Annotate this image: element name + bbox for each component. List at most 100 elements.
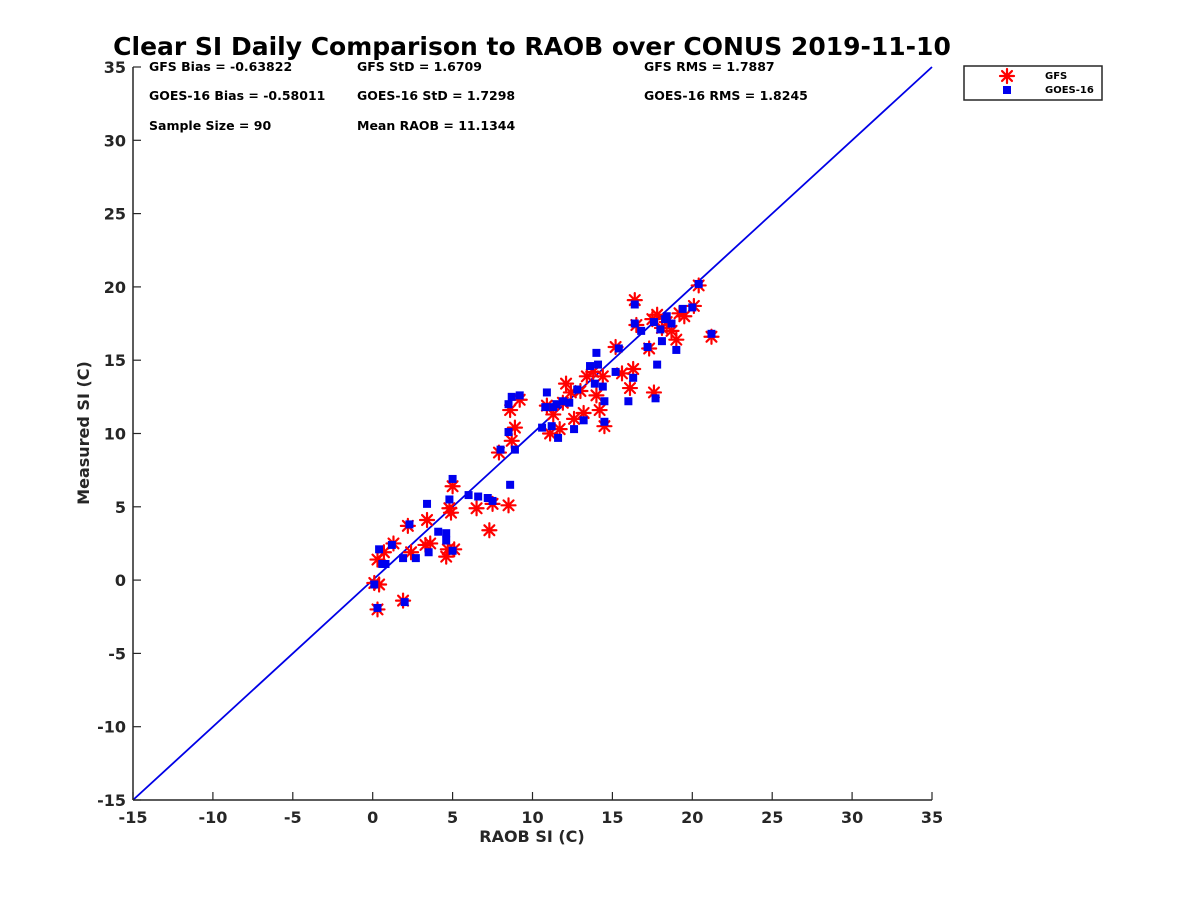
goes16-point [423, 499, 432, 508]
gfs-point [418, 511, 436, 529]
gfs-point [676, 308, 693, 325]
legend: GFS GOES-16 [963, 65, 1103, 101]
x-tick-label: 5 [447, 808, 458, 827]
x-axis-label: RAOB SI (C) [479, 827, 584, 846]
goes16-point [400, 598, 409, 607]
goes16-point [624, 397, 633, 406]
y-tick-label: 25 [104, 205, 126, 224]
gfs-point [588, 387, 605, 404]
goes16-point [411, 554, 420, 563]
legend-goes16-marker [1003, 86, 1011, 94]
goes16-point [381, 559, 390, 568]
goes16-point [448, 474, 457, 483]
goes16-point [643, 343, 652, 352]
gfs-point [545, 406, 562, 423]
goes16-std-stat: GOES-16 StD = 1.7298 [357, 88, 515, 103]
gfs-point [500, 497, 517, 514]
x-tick-label: 35 [921, 808, 943, 827]
goes16-point [474, 492, 483, 501]
x-tick-label: 15 [601, 808, 623, 827]
y-tick-label: -15 [97, 791, 126, 810]
goes16-point [434, 527, 443, 536]
y-tick-label: 5 [115, 498, 126, 517]
goes16-point [707, 329, 716, 338]
goes16-point [611, 367, 620, 376]
goes16-point [586, 362, 595, 371]
goes16-point [600, 417, 609, 426]
goes16-point [442, 529, 451, 538]
goes16-point [657, 337, 666, 346]
goes16-point [488, 496, 497, 505]
goes16-rms-stat: GOES-16 RMS = 1.8245 [644, 88, 808, 103]
goes16-point [694, 279, 703, 288]
goes16-point [649, 318, 658, 327]
gfs-std-stat: GFS StD = 1.6709 [357, 59, 482, 74]
gfs-bias-stat: GFS Bias = -0.63822 [149, 59, 292, 74]
legend-gfs-label: GFS [1045, 71, 1067, 82]
x-tick-label: -10 [198, 808, 227, 827]
goes16-point [510, 445, 519, 454]
y-tick-label: 30 [104, 131, 126, 150]
gfs-point [503, 432, 520, 449]
goes16-point [373, 603, 382, 612]
goes16-point [579, 416, 588, 425]
goes16-point [547, 422, 556, 431]
gfs-point [591, 401, 608, 419]
goes16-point [370, 580, 379, 589]
y-tick-label: 15 [104, 351, 126, 370]
goes16-point [399, 554, 408, 563]
goes16-bias-stat: GOES-16 Bias = -0.58011 [149, 88, 325, 103]
x-tick-label: -15 [119, 808, 148, 827]
goes16-point [464, 491, 473, 500]
goes16-point [590, 379, 599, 388]
goes16-point [629, 373, 638, 382]
mean-raob-stat: Mean RAOB = 11.1344 [357, 118, 515, 133]
goes16-point [614, 344, 623, 353]
goes16-series [370, 279, 716, 612]
goes16-point [672, 345, 681, 354]
goes16-point [515, 391, 524, 400]
x-tick-label: 30 [841, 808, 863, 827]
gfs-point [668, 331, 685, 348]
goes16-point [688, 303, 697, 312]
y-axis-label: Measured SI (C) [74, 361, 93, 505]
goes16-point [448, 546, 457, 555]
goes16-point [558, 397, 567, 406]
y-tick-label: 10 [104, 425, 126, 444]
x-tick-label: 10 [521, 808, 543, 827]
goes16-point [445, 495, 454, 504]
goes16-point [542, 388, 551, 397]
legend-gfs-marker [998, 67, 1016, 85]
goes16-point [504, 428, 513, 437]
goes16-point [538, 423, 547, 432]
goes16-point [667, 319, 676, 328]
goes16-point [594, 360, 603, 369]
goes16-point [375, 545, 384, 554]
goes16-point [598, 382, 607, 391]
chart-title: Clear SI Daily Comparison to RAOB over C… [113, 32, 951, 61]
goes16-point [678, 304, 687, 313]
y-tick-label: -5 [108, 644, 126, 663]
gfs-rms-stat: GFS RMS = 1.7887 [644, 59, 775, 74]
x-axis-ticks: -15 -10 -5 0 5 10 15 20 25 30 35 [119, 792, 943, 827]
goes16-point [442, 536, 451, 545]
goes16-point [592, 348, 601, 357]
y-tick-label: 0 [115, 571, 126, 590]
statistics-annotations: GFS Bias = -0.63822 GFS StD = 1.6709 GFS… [149, 59, 808, 133]
gfs-point [625, 360, 642, 378]
gfs-point [422, 535, 439, 552]
goes16-point [504, 400, 513, 409]
y-tick-label: 20 [104, 278, 126, 297]
gfs-point [594, 368, 611, 385]
gfs-point [551, 421, 568, 438]
goes16-point [570, 425, 579, 434]
goes16-point [653, 360, 662, 369]
goes16-point [656, 325, 665, 334]
x-tick-label: -5 [284, 808, 302, 827]
gfs-point [442, 504, 460, 521]
goes16-point [573, 385, 582, 394]
goes16-point [405, 520, 414, 529]
legend-gfs-asterisk [998, 67, 1016, 85]
gfs-point [468, 500, 485, 517]
